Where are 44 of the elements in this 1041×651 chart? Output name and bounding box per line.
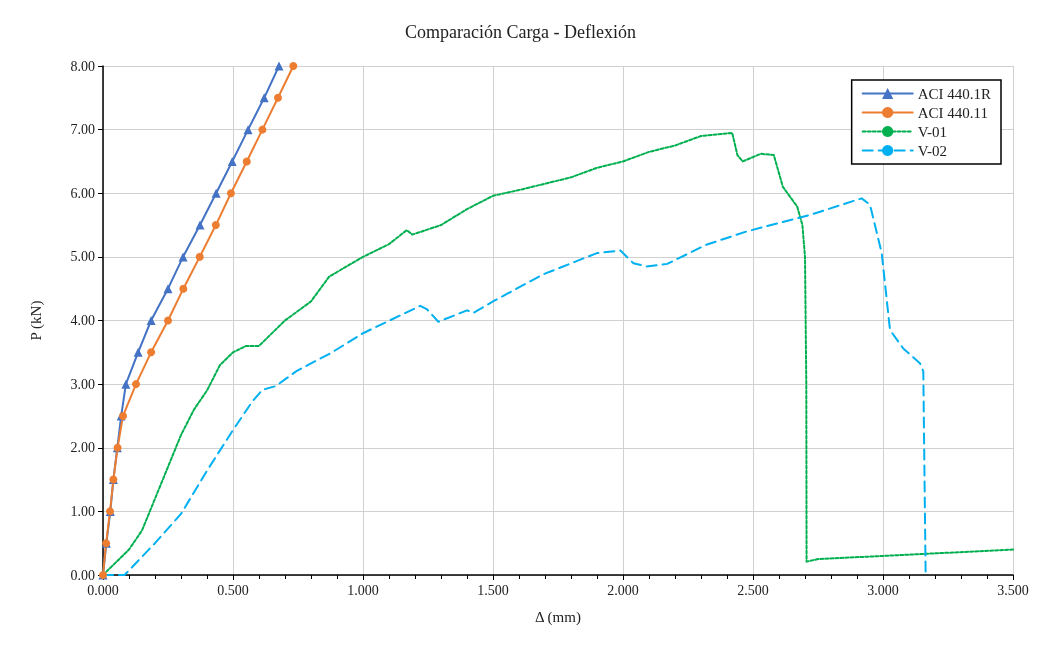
x-tick-label: 3.500 <box>997 582 1029 598</box>
point <box>195 252 204 261</box>
x-tick-label: 1.000 <box>347 582 379 598</box>
y-tick-label: 8.00 <box>70 58 95 74</box>
point <box>227 156 237 166</box>
point <box>258 125 267 134</box>
point <box>211 221 220 230</box>
point <box>274 61 284 71</box>
y-tick-label: 6.00 <box>70 185 95 201</box>
point <box>132 380 141 389</box>
point <box>146 316 156 325</box>
chart-title: Comparación Carga - Deflexión <box>404 22 637 42</box>
y-tick-label: 0.00 <box>70 567 95 583</box>
point <box>289 62 298 70</box>
point <box>195 220 205 230</box>
x-tick-label: 0.000 <box>87 582 119 598</box>
point <box>179 284 188 293</box>
x-tick-label: 0.500 <box>217 582 249 598</box>
x-tick-label: 3.000 <box>867 582 899 598</box>
y-tick-label: 4.00 <box>70 313 95 328</box>
point <box>243 125 253 135</box>
x-tick-label: 2.500 <box>737 582 769 598</box>
point <box>273 93 282 102</box>
y-tick-label: 2.00 <box>70 440 95 456</box>
point <box>147 348 156 357</box>
y-tick-label: 3.00 <box>70 376 95 392</box>
y-tick-label: 7.00 <box>70 122 95 138</box>
legend-label: V-01 <box>917 123 948 140</box>
point <box>133 347 143 357</box>
legend-label: ACI 440.11 <box>917 104 988 121</box>
y-tick-label: 5.00 <box>70 249 95 265</box>
point <box>163 284 173 294</box>
point <box>211 188 221 198</box>
legend-label: ACI 440.1R <box>917 85 992 102</box>
y-axis-title: P (kN) <box>27 300 45 341</box>
x-tick-label: 1.500 <box>477 582 509 598</box>
point <box>242 157 251 166</box>
point <box>226 189 235 198</box>
point <box>121 379 131 389</box>
x-axis-title: Δ (mm) <box>535 608 581 626</box>
y-tick-label: 1.00 <box>70 503 95 519</box>
point <box>164 316 172 325</box>
legend-label: V-02 <box>917 142 948 159</box>
x-tick-label: 2.000 <box>607 582 639 598</box>
